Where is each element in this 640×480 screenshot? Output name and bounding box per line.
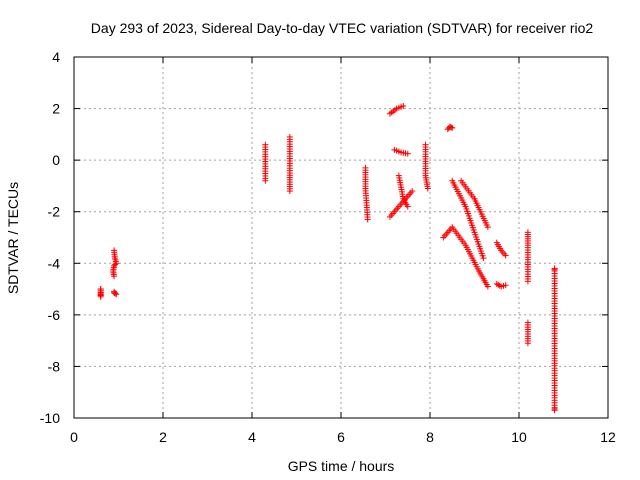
y-tick-label: -8 [48, 358, 61, 374]
x-tick-label: 0 [70, 429, 78, 445]
x-tick-label: 6 [337, 429, 345, 445]
data-point [286, 188, 293, 195]
y-tick-label: 2 [52, 101, 60, 117]
data-point [551, 407, 558, 414]
data-point [524, 278, 531, 285]
data-point [364, 216, 371, 223]
data-point [484, 283, 491, 290]
data-point [97, 286, 104, 293]
data-point [112, 261, 119, 268]
data-point [484, 224, 491, 231]
y-axis-tick-labels: -10 -8 -6 -4 -2 0 2 4 [40, 49, 60, 426]
y-tick-label: 4 [52, 49, 60, 65]
data-point [409, 188, 416, 195]
x-tick-label: 2 [159, 429, 167, 445]
data-point [404, 203, 411, 210]
data-point [112, 290, 119, 297]
data-point [524, 340, 531, 347]
y-tick-label: -10 [40, 410, 60, 426]
data-point [111, 273, 118, 280]
axis-ticks [73, 56, 609, 419]
y-tick-label: -6 [48, 307, 61, 323]
data-point [448, 124, 455, 131]
data-point [449, 124, 456, 131]
x-axis-tick-labels: 0 2 4 6 8 10 12 [70, 429, 616, 445]
data-point [502, 252, 509, 259]
data-point [404, 150, 411, 157]
x-axis-label: GPS time / hours [288, 458, 395, 474]
y-tick-label: -2 [48, 204, 61, 220]
y-axis-label: SDTVAR / TECUs [5, 182, 21, 294]
x-tick-label: 12 [600, 429, 616, 445]
data-point [480, 255, 487, 262]
y-tick-label: -4 [48, 255, 61, 271]
x-tick-label: 8 [426, 429, 434, 445]
chart-title: Day 293 of 2023, Sidereal Day-to-day VTE… [91, 20, 594, 36]
data-points [97, 102, 558, 414]
x-tick-label: 10 [511, 429, 527, 445]
y-tick-label: 0 [52, 152, 60, 168]
data-point [111, 289, 118, 296]
grid-lines [74, 57, 608, 418]
data-point [262, 177, 269, 184]
x-tick-label: 4 [248, 429, 256, 445]
data-point [424, 185, 431, 192]
data-point [502, 282, 509, 289]
data-point [400, 102, 407, 109]
